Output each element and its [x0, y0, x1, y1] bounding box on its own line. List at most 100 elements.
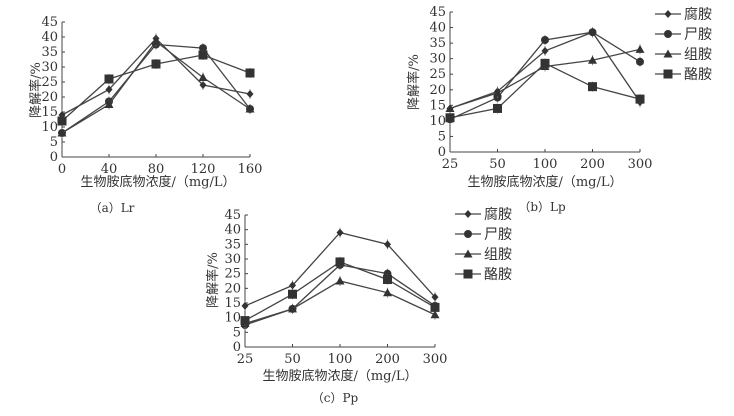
- legend-item: 腐胺: [655, 6, 712, 23]
- legend-label: 腐胺: [684, 6, 712, 23]
- data-point: [493, 103, 502, 113]
- series-line: [61, 37, 251, 116]
- x-axis-label: 生物胺底物浓度/（mg/L）: [80, 174, 235, 190]
- data-point: [588, 82, 597, 92]
- y-tick-label: 0: [50, 150, 58, 165]
- y-tick-label: 30: [429, 52, 446, 67]
- x-axis-label: 生物胺底物浓度/（mg/L）: [467, 174, 622, 190]
- legend-item: 组胺: [655, 47, 712, 63]
- y-tick-label: 20: [41, 90, 58, 105]
- data-point: [636, 57, 644, 66]
- data-point: [151, 59, 161, 69]
- x-tick-label: 100: [328, 352, 353, 367]
- data-point: [541, 36, 549, 44]
- series-2: [240, 276, 440, 329]
- series-0: [241, 227, 439, 311]
- y-tick-label: 20: [224, 281, 241, 296]
- series-line: [449, 31, 641, 120]
- x-tick-label: 0: [58, 162, 66, 177]
- y-tick-label: 25: [429, 67, 446, 82]
- legend-marker: [463, 249, 473, 258]
- data-point: [540, 58, 550, 68]
- x-tick-label: 25: [442, 157, 459, 172]
- series-1: [446, 27, 644, 125]
- x-tick-label: 50: [284, 352, 301, 367]
- legend-marker: [463, 269, 473, 279]
- y-tick-label: 40: [41, 30, 58, 45]
- y-axis-label: 降解率/%: [28, 62, 44, 118]
- data-point: [588, 28, 597, 37]
- x-tick-label: 50: [489, 157, 506, 172]
- legend-marker: [464, 210, 472, 218]
- series-3: [445, 58, 645, 123]
- data-point: [383, 288, 392, 297]
- y-tick-label: 30: [224, 252, 241, 267]
- y-tick-label: 5: [50, 135, 58, 150]
- y-tick-label: 15: [224, 296, 241, 311]
- series-line: [449, 48, 641, 110]
- series-3: [57, 50, 255, 126]
- x-tick-label: 300: [628, 157, 653, 172]
- y-axis-label: 降解率/%: [205, 252, 221, 308]
- legend-item: 组胺: [455, 247, 512, 263]
- series-line: [61, 40, 251, 134]
- data-point: [384, 240, 391, 249]
- data-point: [241, 301, 249, 310]
- y-tick-label: 45: [41, 15, 58, 30]
- x-axis-label: 生物胺底物浓度/（mg/L）: [262, 368, 417, 384]
- y-tick-label: 10: [224, 311, 241, 326]
- data-point: [198, 73, 208, 81]
- legend-marker: [664, 10, 672, 18]
- data-point: [430, 302, 440, 312]
- y-tick-label: 35: [224, 237, 241, 252]
- data-point: [245, 104, 255, 113]
- data-point: [104, 100, 114, 108]
- y-tick-label: 40: [224, 223, 241, 238]
- legend-marker: [663, 49, 673, 58]
- data-point: [199, 44, 207, 53]
- data-point: [57, 116, 67, 126]
- y-tick-label: 10: [41, 120, 58, 135]
- y-tick-label: 5: [438, 129, 446, 144]
- x-tick-label: 120: [191, 162, 216, 177]
- data-point: [289, 281, 296, 290]
- legend-marker: [663, 69, 673, 79]
- legend-item: 酪胺: [655, 67, 712, 83]
- data-point: [635, 44, 645, 53]
- data-point: [635, 94, 645, 104]
- data-point: [588, 55, 597, 64]
- x-tick-label: 100: [533, 157, 558, 172]
- y-tick-label: 15: [429, 98, 446, 113]
- series-line: [244, 264, 436, 326]
- data-point: [198, 50, 208, 60]
- data-point: [430, 310, 440, 319]
- legend-item: 酪胺: [455, 267, 512, 283]
- y-tick-label: 25: [224, 267, 241, 282]
- y-axis-label: 降解率/%: [406, 54, 422, 110]
- y-tick-label: 35: [41, 45, 58, 60]
- data-point: [335, 257, 345, 267]
- legend-label: 组胺: [684, 47, 712, 63]
- y-tick-label: 10: [429, 114, 446, 129]
- chart-caption: （c）Pp: [312, 391, 359, 405]
- series-line: [449, 62, 641, 119]
- y-tick-label: 0: [233, 340, 241, 355]
- x-tick-label: 200: [580, 157, 605, 172]
- legend-marker: [664, 30, 672, 38]
- y-tick-label: 45: [224, 208, 241, 223]
- series-line: [244, 261, 436, 322]
- y-tick-label: 5: [233, 325, 241, 340]
- legend-label: 尸胺: [684, 27, 712, 43]
- x-tick-label: 40: [101, 162, 118, 177]
- legend-label: 组胺: [484, 247, 512, 263]
- chart-caption: （b）Lp: [518, 200, 566, 214]
- y-tick-label: 0: [438, 145, 446, 160]
- y-tick-label: 45: [429, 5, 446, 20]
- data-point: [336, 228, 344, 237]
- legend-marker: [464, 230, 472, 238]
- data-point: [105, 85, 113, 94]
- series-3: [240, 256, 440, 326]
